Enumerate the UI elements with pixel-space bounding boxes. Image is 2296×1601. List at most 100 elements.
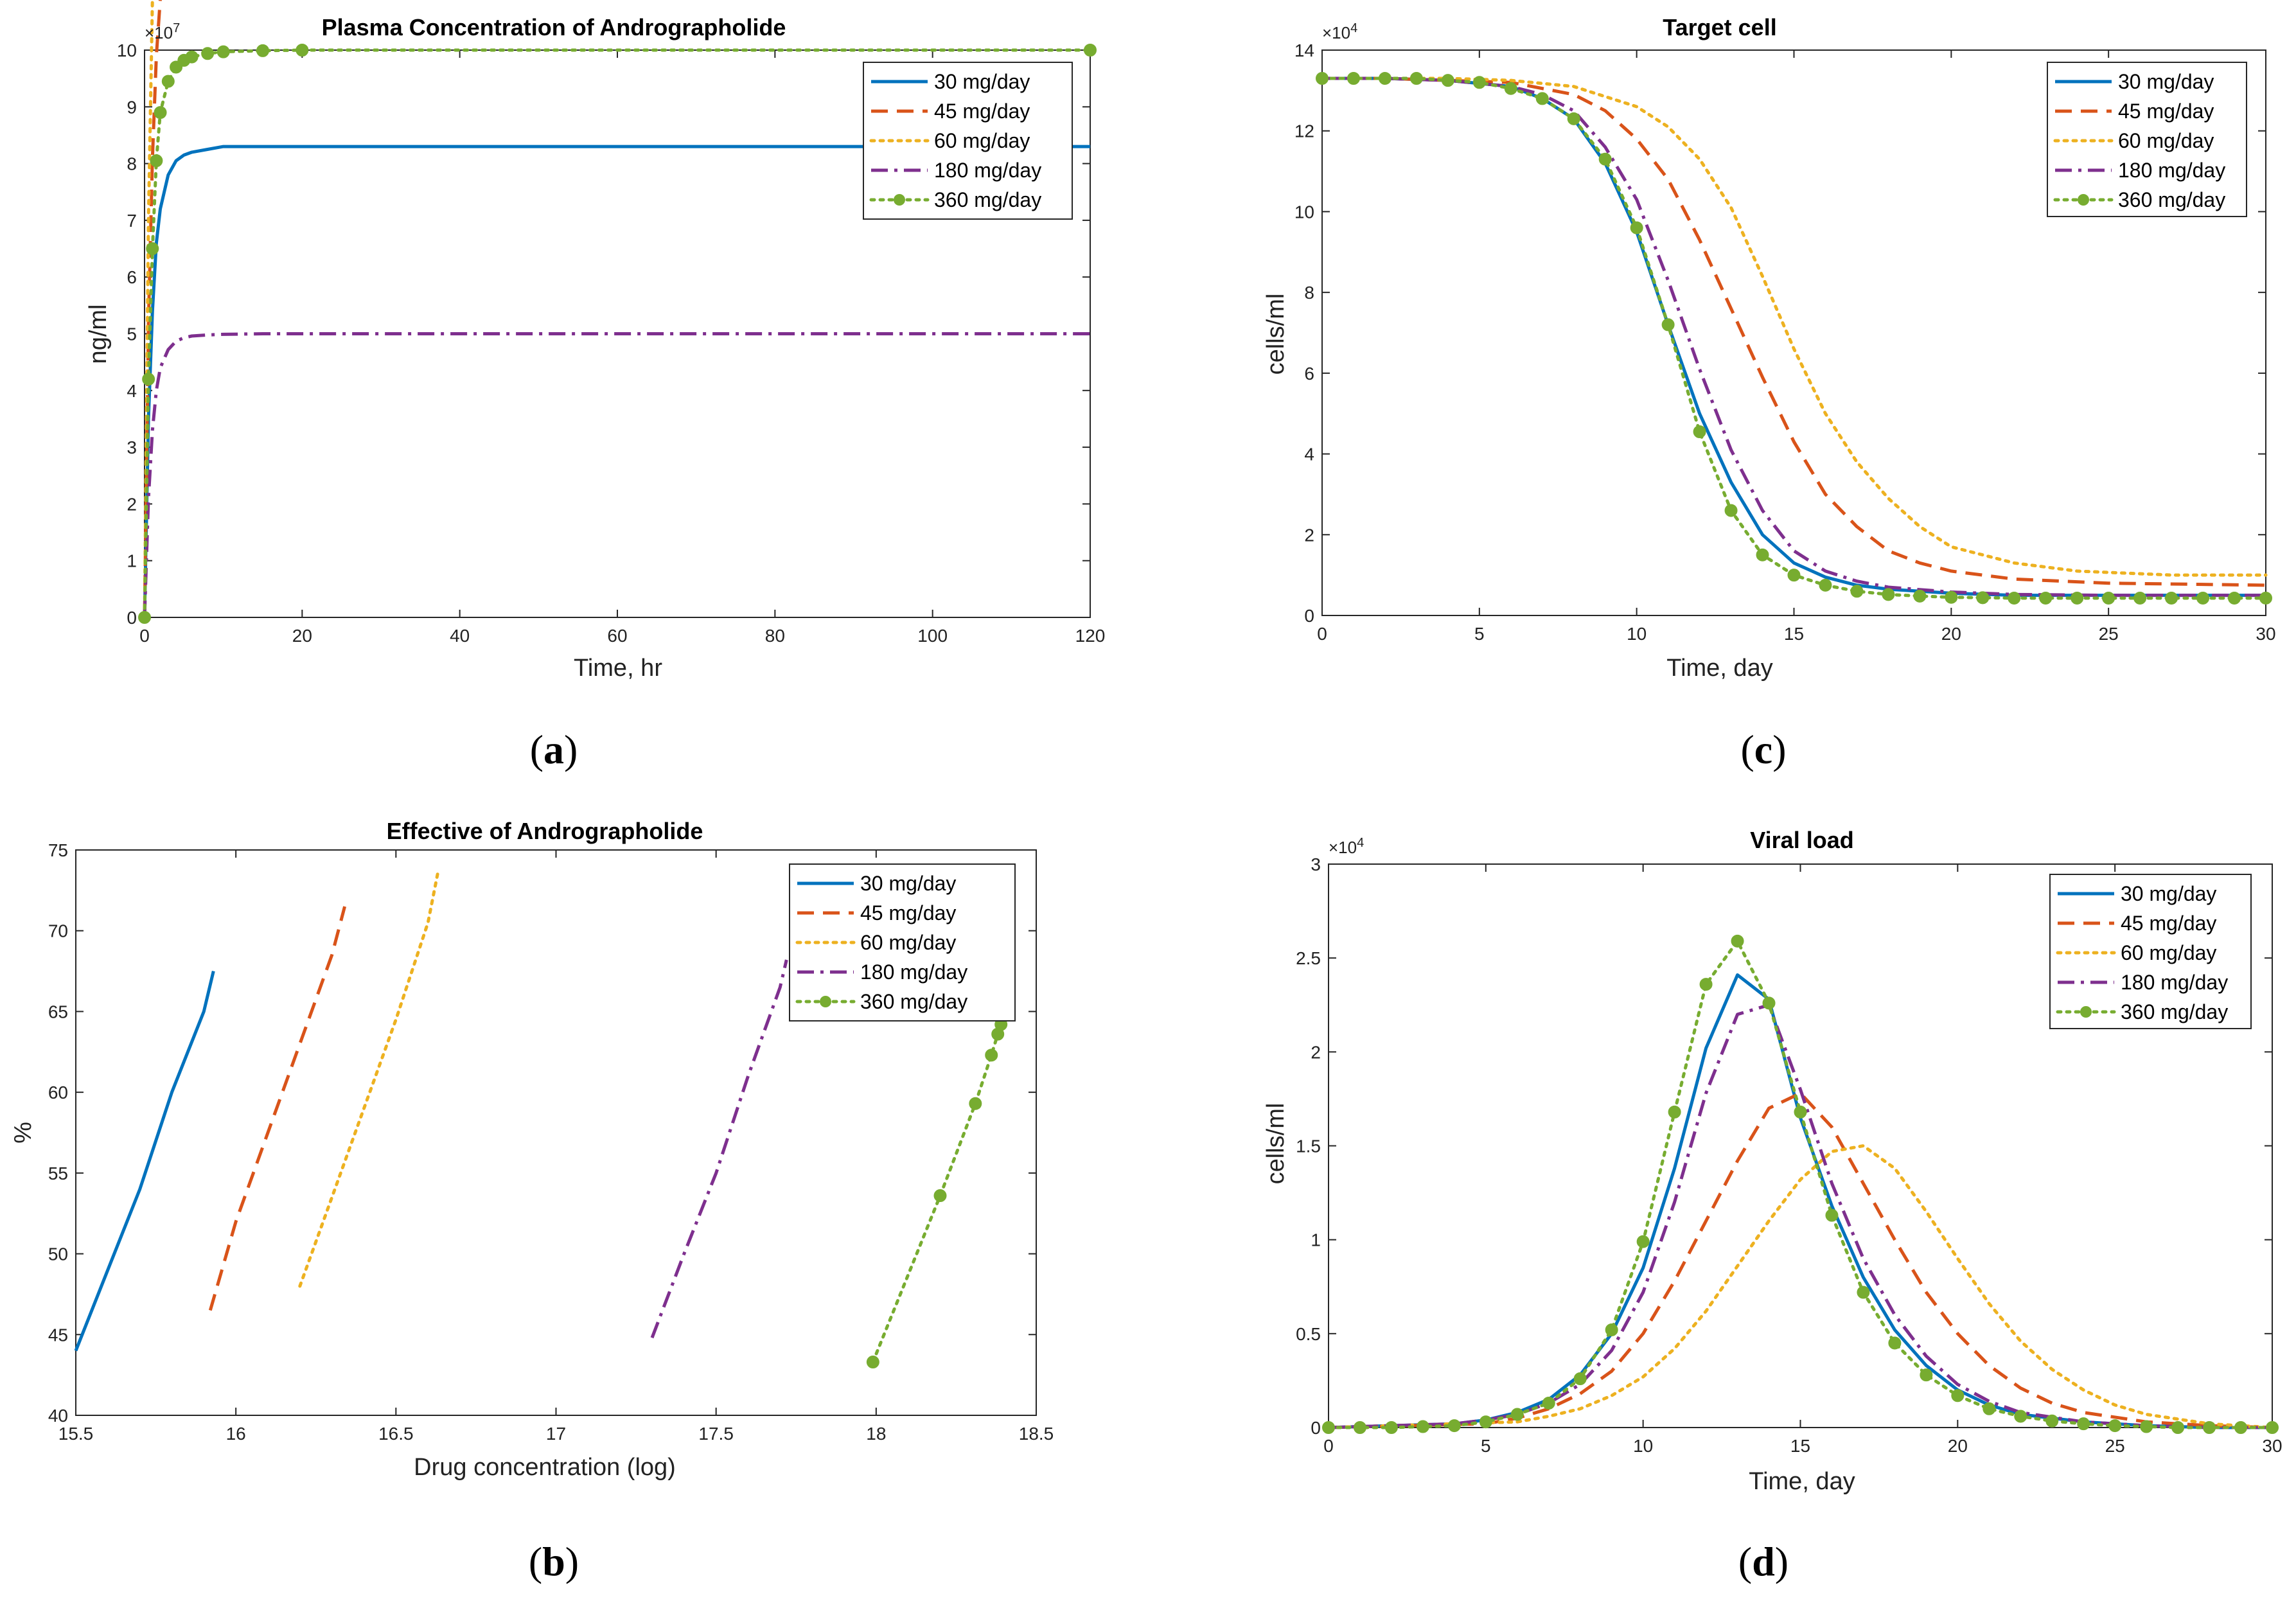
y-axis-label: cells/ml [1262, 294, 1289, 375]
series-line-180-mg-day [143, 332, 1090, 618]
data-point [1731, 934, 1744, 948]
data-point [1441, 74, 1454, 87]
data-point [201, 47, 215, 60]
data-point [216, 45, 230, 58]
panel-label-d: (d) [1738, 1539, 1788, 1584]
legend-label: 360 mg/day [2121, 1000, 2228, 1023]
legend-label: 360 mg/day [860, 990, 967, 1013]
data-point [1794, 1105, 1807, 1119]
x-tick-label: 25 [2099, 624, 2119, 644]
x-tick-label: 0 [1323, 1436, 1334, 1456]
data-point [1535, 92, 1549, 105]
y-tick-label: 60 [48, 1083, 68, 1102]
data-point [1598, 152, 1612, 166]
x-axis-label: Time, day [1749, 1468, 1855, 1495]
data-point [1850, 585, 1864, 598]
data-point [2102, 591, 2115, 605]
data-point [2234, 1421, 2248, 1434]
legend: 30 mg/day 45 mg/day 60 mg/day 180 mg/day 360… [2049, 874, 2252, 1029]
plot-area: 0 5 10 15 20 25 30 0 0.5 1 1.5 2 2.5 3 [1296, 854, 2283, 1456]
plot-area: 0 5 10 15 20 25 30 0 2 4 6 8 10 12 14 [1294, 40, 2276, 644]
y-tick-label: 14 [1294, 40, 1314, 60]
data-point [161, 75, 175, 88]
legend-label: 180 mg/day [934, 159, 1041, 182]
data-point [1409, 72, 1423, 85]
y-multiplier: ×107 [145, 21, 180, 42]
x-tick-label: 18.5 [1019, 1424, 1054, 1444]
y-tick-label: 0.5 [1296, 1324, 1321, 1344]
x-tick-label: 5 [1474, 624, 1485, 644]
y-tick-label: 10 [1294, 202, 1314, 222]
data-point [146, 242, 159, 256]
series-line-60-mg-day [1327, 1144, 2274, 1429]
legend-label: 30 mg/day [860, 872, 956, 895]
x-tick-label: 20 [1948, 1436, 1968, 1456]
y-tick-label: 2 [1311, 1042, 1321, 1062]
panel-label-c: (c) [1740, 727, 1786, 772]
data-point [2140, 1420, 2153, 1433]
legend-label: 180 mg/day [860, 960, 967, 984]
data-point [1322, 1421, 1335, 1434]
data-point [1384, 1421, 1398, 1434]
data-point [2165, 591, 2178, 605]
legend-marker [820, 996, 831, 1007]
legend-label: 60 mg/day [2121, 941, 2216, 964]
series-line-45-mg-day [208, 906, 347, 1311]
x-axis-label: Time, day [1666, 655, 1772, 682]
data-point [1504, 82, 1517, 95]
data-point [1630, 221, 1643, 234]
x-tick-label: 120 [1075, 626, 1106, 646]
x-tick-label: 30 [2262, 1436, 2282, 1456]
data-point [1787, 569, 1801, 582]
panel-label-b: (b) [529, 1539, 579, 1584]
y-axis-label: % [10, 1122, 37, 1144]
x-tick-label: 40 [450, 626, 470, 646]
y-tick-label: 2 [127, 494, 137, 514]
y-multiplier: ×104 [1329, 836, 1364, 857]
legend-label: 180 mg/day [2118, 159, 2225, 182]
x-tick-label: 15 [1784, 624, 1804, 644]
y-tick-label: 5 [127, 324, 137, 344]
x-tick-label: 16.5 [378, 1424, 414, 1444]
y-tick-label: 4 [1304, 445, 1314, 464]
data-point [2008, 591, 2021, 605]
data-point [2077, 1417, 2090, 1431]
legend-label: 60 mg/day [934, 129, 1030, 152]
data-point [296, 44, 309, 57]
chart-panel-c: Target cell 0 5 10 15 20 25 30 0 2 4 6 8 10 12 14 Time… [1262, 14, 2276, 772]
x-tick-label: 15 [1790, 1436, 1810, 1456]
data-point [1945, 590, 1958, 604]
data-point [1819, 578, 1832, 592]
data-point [1920, 1368, 1933, 1382]
data-point [256, 44, 269, 57]
data-point [1542, 1396, 1555, 1410]
legend-marker [2078, 194, 2089, 206]
y-tick-label: 10 [117, 40, 137, 60]
data-point [2228, 591, 2241, 605]
legend-label: 30 mg/day [2118, 70, 2214, 93]
x-tick-label: 5 [1481, 1436, 1491, 1456]
y-tick-label: 8 [127, 154, 137, 174]
series-line-60-mg-day [298, 872, 439, 1288]
y-axis-label: ng/ml [85, 305, 112, 364]
y-tick-label: 0 [1304, 606, 1314, 626]
legend-label: 45 mg/day [860, 901, 956, 924]
data-point [1353, 1421, 1366, 1434]
x-tick-label: 17 [546, 1424, 566, 1444]
data-point [1479, 1415, 1492, 1429]
data-point [150, 154, 163, 168]
data-point [1636, 1235, 1650, 1248]
y-tick-label: 1 [1311, 1230, 1321, 1250]
x-tick-label: 25 [2105, 1436, 2125, 1456]
y-tick-label: 2.5 [1296, 948, 1321, 968]
legend-label: 45 mg/day [2121, 912, 2216, 935]
y-tick-label: 45 [48, 1325, 68, 1345]
data-point [985, 1048, 998, 1062]
data-point [1472, 76, 1486, 89]
y-tick-label: 3 [127, 438, 137, 457]
legend-label: 60 mg/day [2118, 129, 2214, 152]
legend-box [2049, 874, 2252, 1029]
y-tick-label: 9 [127, 97, 137, 117]
data-point [1888, 1336, 1902, 1350]
data-point [1951, 1389, 1965, 1402]
